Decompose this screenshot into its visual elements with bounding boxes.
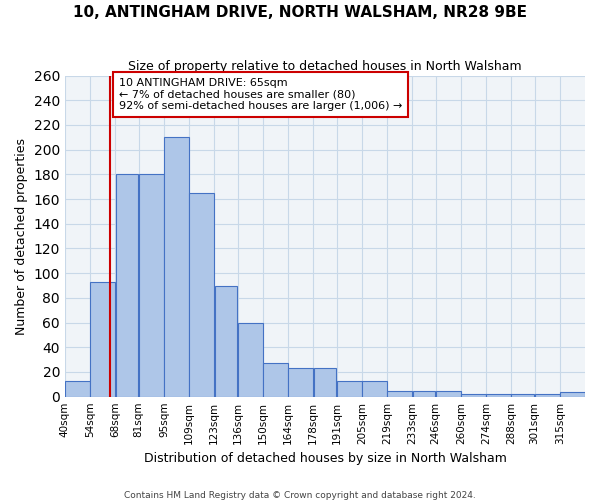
Bar [289,368,313,396]
Bar [486,394,511,396]
Bar [116,174,139,396]
Text: 10 ANTINGHAM DRIVE: 65sqm
← 7% of detached houses are smaller (80)
92% of semi-d: 10 ANTINGHAM DRIVE: 65sqm ← 7% of detach… [119,78,402,111]
Bar [263,364,288,396]
Bar [139,174,164,396]
Bar [535,394,560,396]
Bar [91,282,115,397]
Bar [511,394,535,396]
Bar [362,380,387,396]
X-axis label: Distribution of detached houses by size in North Walsham: Distribution of detached houses by size … [143,452,506,465]
Text: Contains HM Land Registry data © Crown copyright and database right 2024.: Contains HM Land Registry data © Crown c… [124,490,476,500]
Text: 10, ANTINGHAM DRIVE, NORTH WALSHAM, NR28 9BE: 10, ANTINGHAM DRIVE, NORTH WALSHAM, NR28… [73,5,527,20]
Bar [461,394,486,396]
Bar [560,392,585,396]
Bar [388,390,412,396]
Bar [314,368,337,396]
Bar [337,380,362,396]
Bar [190,193,214,396]
Bar [436,390,461,396]
Title: Size of property relative to detached houses in North Walsham: Size of property relative to detached ho… [128,60,522,73]
Y-axis label: Number of detached properties: Number of detached properties [15,138,28,334]
Bar [65,380,90,396]
Bar [238,322,263,396]
Bar [164,138,189,396]
Bar [215,286,238,397]
Bar [413,390,436,396]
